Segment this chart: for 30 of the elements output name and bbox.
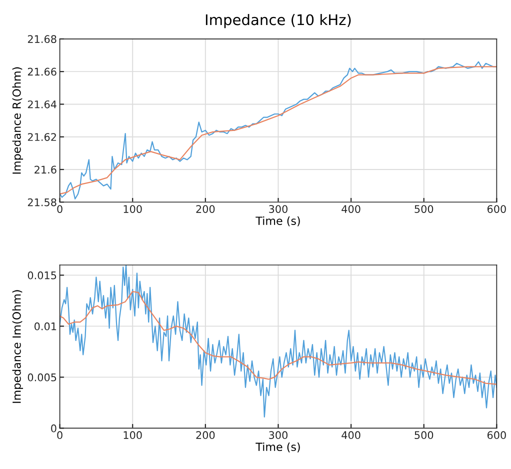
x-tick-label: 300 <box>269 205 288 213</box>
y-tick-label: 21.68 <box>28 35 56 44</box>
x-tick-label: 400 <box>342 431 360 440</box>
x-tick-label: 100 <box>124 205 142 213</box>
x-axis-title: Time (s) <box>256 442 300 452</box>
y-axis-title: Impedance Im(Ohm) <box>12 290 24 403</box>
y-tick-label: 21.66 <box>28 68 56 76</box>
x-tick-label: 600 <box>487 205 506 213</box>
y-tick-label: 21.58 <box>28 198 56 206</box>
x-tick-label: 100 <box>124 431 142 440</box>
x-tick-label: 500 <box>414 431 434 440</box>
y-tick-label: 0.015 <box>28 271 56 280</box>
y-tick-label: 0.005 <box>28 373 56 382</box>
y-tick-label: 21.64 <box>28 100 56 108</box>
x-tick-label: 500 <box>414 205 434 213</box>
x-tick-label: 0 <box>57 431 62 440</box>
x-tick-label: 300 <box>269 431 288 440</box>
y-tick-label: 21.62 <box>28 133 56 141</box>
line-series <box>60 290 497 385</box>
x-tick-label: 600 <box>487 431 506 440</box>
x-axis-title: Time (s) <box>256 216 300 226</box>
chart-title: Impedance (10 kHz) <box>206 14 351 28</box>
y-tick-label: 0.01 <box>34 322 56 330</box>
y-axis-title: Impedance R(Ohm) <box>12 67 24 174</box>
x-tick-label: 400 <box>342 205 360 213</box>
x-tick-label: 200 <box>196 431 215 440</box>
x-tick-label: 0 <box>57 205 62 213</box>
y-tick-label: 0 <box>51 424 56 432</box>
y-tick-label: 21.6 <box>34 166 56 174</box>
x-tick-label: 200 <box>196 205 215 213</box>
